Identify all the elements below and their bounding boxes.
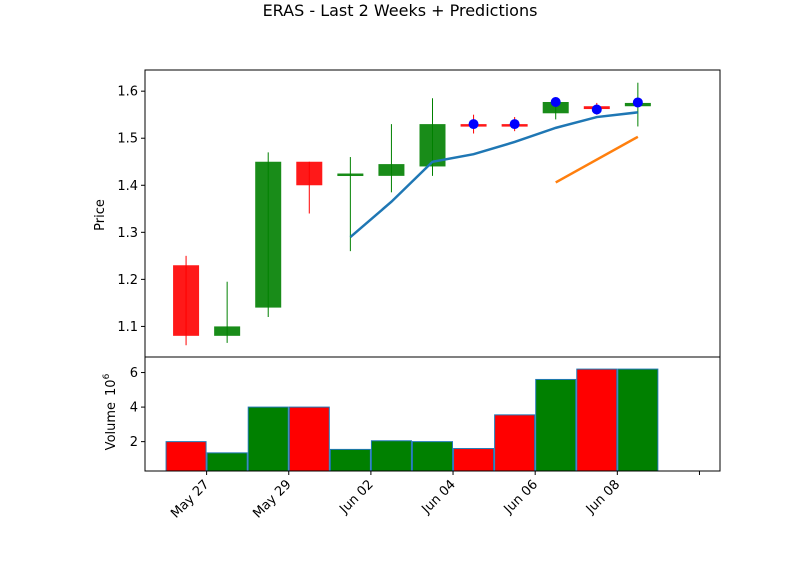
volume-bar bbox=[453, 448, 495, 472]
prediction-line-1 bbox=[349, 111, 638, 238]
price-ytick-label: 1.2 bbox=[117, 273, 138, 288]
prediction-point bbox=[591, 104, 602, 115]
volume-bar bbox=[329, 448, 371, 472]
candle-body bbox=[255, 161, 282, 308]
prediction-point bbox=[550, 96, 561, 107]
volume-bar bbox=[370, 440, 412, 472]
volume-bar bbox=[617, 368, 659, 472]
volume-bar bbox=[576, 368, 618, 472]
price-ytick-label: 1.1 bbox=[117, 320, 138, 335]
price-ytick-label: 1.6 bbox=[117, 85, 138, 100]
price-axis-label: Price bbox=[93, 199, 108, 231]
prediction-point bbox=[509, 119, 520, 130]
price-panel: 1.1 1.2 1.3 1.4 1.5 1.6 bbox=[117, 69, 721, 358]
price-ytick-label: 1.5 bbox=[117, 132, 138, 147]
volume-bar bbox=[165, 441, 207, 472]
candle-body bbox=[173, 265, 200, 336]
chart-title: ERAS - Last 2 Weeks + Predictions bbox=[263, 1, 538, 20]
volume-bar bbox=[206, 452, 248, 472]
volume-bar bbox=[494, 414, 536, 472]
volume-bar bbox=[247, 406, 289, 472]
volume-panel-frame bbox=[144, 356, 721, 472]
volume-axis-label: Volume106 bbox=[102, 373, 119, 450]
candle-body bbox=[378, 164, 405, 176]
volume-axis-label-text: Volume bbox=[104, 402, 119, 450]
price-ytick-label: 1.3 bbox=[117, 226, 138, 241]
volume-bar bbox=[535, 378, 577, 472]
prediction-line-2 bbox=[555, 135, 639, 184]
volume-ytick-label: 2 bbox=[130, 435, 138, 450]
volume-panel: 2 4 6 bbox=[130, 356, 721, 472]
volume-bar bbox=[412, 441, 453, 472]
volume-ytick-label: 4 bbox=[130, 401, 138, 416]
candle-body bbox=[337, 173, 364, 177]
volume-axis-label-exponent: 6 bbox=[102, 373, 112, 379]
candle-body bbox=[296, 161, 323, 186]
prediction-point bbox=[632, 97, 643, 108]
volume-ytick-label: 6 bbox=[130, 366, 138, 381]
prediction-point bbox=[468, 119, 479, 130]
candle-body bbox=[542, 101, 569, 114]
candle-body bbox=[214, 326, 241, 336]
volume-bar bbox=[288, 406, 330, 472]
price-ytick-label: 1.4 bbox=[117, 179, 138, 194]
